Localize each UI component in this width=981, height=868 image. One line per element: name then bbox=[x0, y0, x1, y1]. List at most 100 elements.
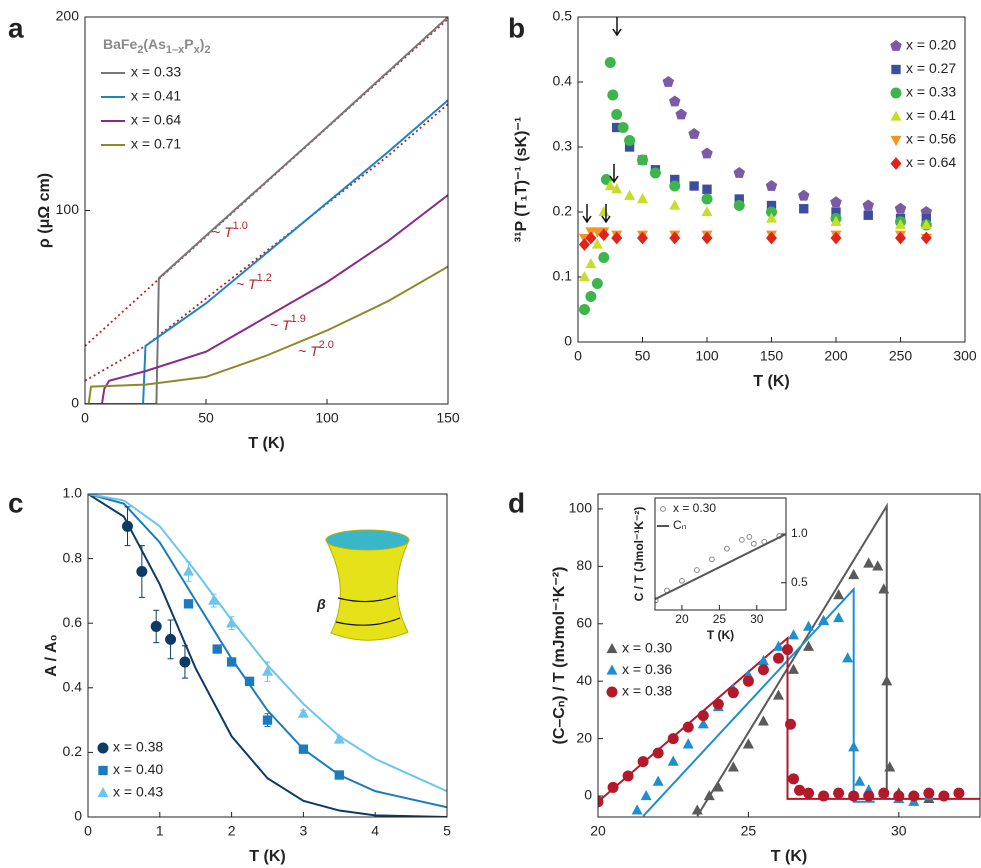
y-axis-title: ³¹P (T₁T)⁻¹ (sK)⁻¹ bbox=[513, 117, 530, 242]
marker bbox=[831, 207, 841, 217]
legend-label: x = 0.27 bbox=[906, 60, 956, 76]
y-tick-label: 60 bbox=[576, 614, 592, 630]
marker bbox=[750, 540, 757, 547]
legend-label: x = 0.56 bbox=[906, 131, 956, 147]
line bbox=[85, 194, 448, 404]
marker bbox=[890, 110, 902, 121]
marker bbox=[668, 95, 681, 107]
marker bbox=[803, 620, 815, 631]
marker bbox=[833, 787, 845, 799]
marker bbox=[136, 566, 148, 578]
marker bbox=[788, 663, 800, 674]
marker bbox=[183, 565, 195, 576]
marker bbox=[890, 157, 902, 170]
legend-label: x = 0.64 bbox=[906, 154, 956, 170]
y-tick-label: 0 bbox=[564, 333, 572, 349]
marker bbox=[799, 204, 809, 214]
x-tick-label: 5 bbox=[443, 823, 451, 839]
panel: d 20 25 30 0 20 40 60 80 100 T (K) (C–Cₙ) / T (mJmo… bbox=[508, 487, 981, 865]
marker bbox=[830, 196, 842, 208]
y-tick-label: 0.4 bbox=[63, 679, 83, 695]
marker bbox=[938, 790, 950, 802]
marker bbox=[226, 617, 238, 628]
marker bbox=[617, 122, 629, 133]
y-tick-label: 100 bbox=[56, 201, 80, 217]
marker bbox=[98, 765, 108, 776]
x-axis-title: T (K) bbox=[707, 628, 734, 642]
panel-letter: c bbox=[8, 487, 24, 518]
marker bbox=[624, 135, 636, 146]
plot-area bbox=[655, 533, 786, 604]
marker bbox=[212, 644, 222, 654]
marker bbox=[772, 652, 784, 664]
panel-letter: a bbox=[8, 12, 24, 43]
marker bbox=[640, 789, 652, 801]
legend-label: Cₙ bbox=[673, 518, 687, 532]
x-tick-label: 100 bbox=[695, 348, 719, 364]
marker bbox=[818, 614, 830, 626]
marker bbox=[920, 231, 932, 245]
line bbox=[85, 265, 448, 404]
marker bbox=[607, 781, 619, 793]
marker bbox=[785, 718, 797, 730]
marker bbox=[742, 675, 754, 687]
line bbox=[642, 586, 875, 817]
x-tick-label: 3 bbox=[300, 823, 308, 839]
marker bbox=[667, 755, 679, 766]
marker bbox=[757, 715, 769, 726]
marker bbox=[598, 228, 610, 242]
legend-label: x = 0.36 bbox=[622, 661, 672, 677]
marker bbox=[803, 787, 815, 799]
legend-label: x = 0.41 bbox=[906, 107, 956, 123]
y-axis-title: A / A₀ bbox=[43, 634, 60, 676]
y-tick-label: 0.6 bbox=[63, 614, 83, 630]
marker bbox=[694, 567, 700, 573]
marker bbox=[863, 557, 875, 568]
x-tick-label: 150 bbox=[760, 348, 784, 364]
marker bbox=[772, 640, 784, 651]
marker bbox=[649, 167, 661, 179]
x-axis-title: T (K) bbox=[248, 435, 284, 452]
legend-title-part: ) bbox=[200, 36, 205, 52]
marker bbox=[598, 205, 610, 217]
marker bbox=[598, 796, 604, 808]
marker bbox=[607, 89, 619, 101]
marker bbox=[97, 742, 109, 754]
panel: b 0 50 100 150 200 250 300 0 0.1 0.2 0.3 0.4 0.5 T (K)… bbox=[508, 8, 977, 391]
y-tick-label: 0.3 bbox=[553, 138, 573, 154]
marker bbox=[923, 787, 935, 799]
marker bbox=[226, 657, 237, 667]
legend-title-part: P bbox=[184, 36, 193, 52]
marker bbox=[701, 147, 713, 159]
marker bbox=[701, 193, 713, 205]
legend-label: x = 0.38 bbox=[622, 683, 672, 699]
marker bbox=[334, 770, 344, 780]
marker bbox=[772, 689, 784, 700]
marker bbox=[891, 64, 901, 75]
marker bbox=[679, 577, 685, 584]
panel-letter: d bbox=[508, 487, 525, 518]
marker bbox=[667, 733, 679, 745]
y-tick-label: 0.5 bbox=[791, 575, 808, 589]
annotation: β bbox=[316, 596, 326, 612]
x-tick-label: 30 bbox=[891, 823, 907, 839]
y-tick-label: 0.4 bbox=[553, 73, 573, 89]
marker bbox=[733, 200, 745, 211]
arrow bbox=[601, 204, 611, 224]
marker bbox=[766, 231, 777, 245]
panel: 20 25 30 0.5 1.0 T (K) C / T (Jmol⁻¹K⁻²) x = 0.… bbox=[632, 497, 808, 642]
marker bbox=[624, 189, 636, 200]
marker bbox=[920, 218, 932, 230]
marker bbox=[757, 664, 769, 676]
marker bbox=[712, 781, 724, 792]
marker bbox=[702, 184, 712, 194]
marker bbox=[894, 202, 907, 214]
x-tick-label: 30 bbox=[750, 612, 764, 626]
annotation-text: ~ T bbox=[236, 276, 258, 292]
marker bbox=[833, 611, 845, 623]
marker bbox=[781, 644, 793, 656]
marker bbox=[738, 536, 745, 543]
arrow bbox=[609, 164, 619, 184]
legend-title-part: 1–x bbox=[166, 44, 185, 56]
